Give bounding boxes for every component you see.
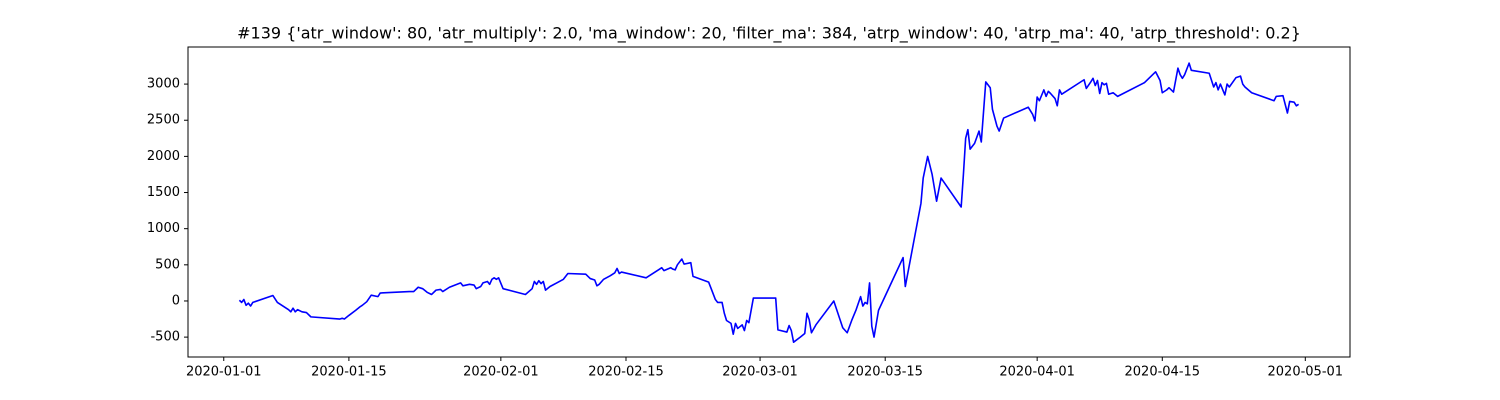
x-tick-label: 2020-02-15: [588, 365, 664, 380]
x-tick-label: 2020-04-01: [999, 365, 1075, 380]
y-tick-label: 1000: [147, 221, 180, 236]
x-tick-label: 2020-05-01: [1268, 365, 1344, 380]
x-tick-label: 2020-03-15: [847, 365, 923, 380]
x-tick-label: 2020-01-15: [311, 365, 387, 380]
y-tick-label: 3000: [147, 77, 180, 92]
x-tick-label: 2020-03-01: [722, 365, 798, 380]
plot-frame: [187, 46, 1351, 358]
y-tick-label: 1500: [147, 185, 180, 200]
y-tick-label: 2500: [147, 113, 180, 128]
x-tick-label: 2020-04-15: [1125, 365, 1201, 380]
data-line: [238, 62, 1300, 343]
chart-title: #139 {'atr_window': 80, 'atr_multiply': …: [237, 24, 1301, 44]
y-tick-label: 0: [172, 293, 180, 308]
y-tick-label: 500: [155, 257, 180, 272]
x-tick-label: 2020-01-01: [186, 365, 262, 380]
x-tick-label: 2020-02-01: [463, 365, 539, 380]
y-tick-label: 2000: [147, 149, 180, 164]
y-tick-label: -500: [150, 330, 180, 345]
